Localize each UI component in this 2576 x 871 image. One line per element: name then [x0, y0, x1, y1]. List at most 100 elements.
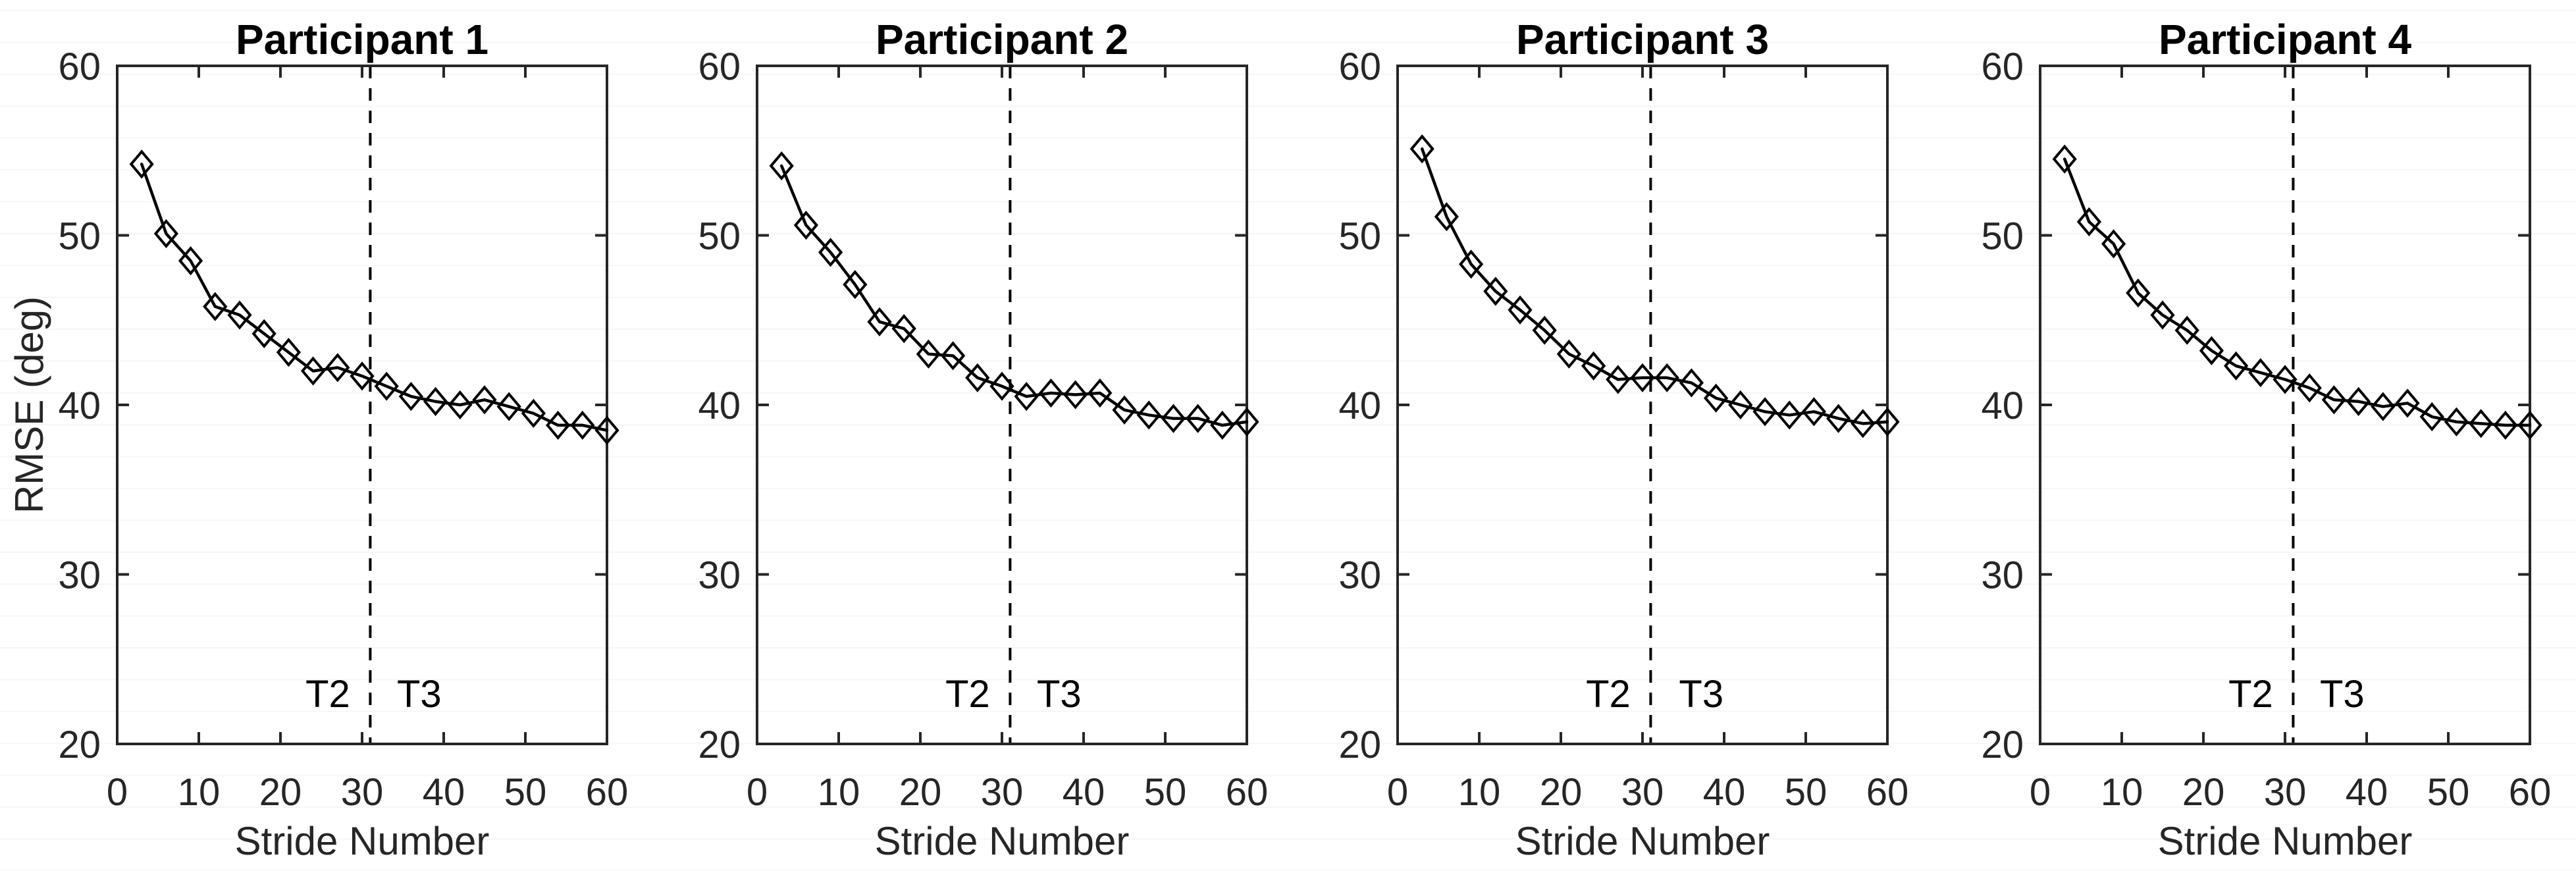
- data-point-marker: [989, 371, 1014, 401]
- data-point-marker: [2444, 407, 2469, 436]
- data-point-marker: [2321, 385, 2347, 415]
- x-tick-label: 60: [2509, 771, 2552, 814]
- data-point-marker: [1014, 382, 1039, 411]
- annotation-t2: T2: [305, 673, 350, 716]
- x-axis-label: Stride Number: [1515, 819, 1770, 863]
- data-point-marker: [940, 341, 966, 371]
- x-tick-label: 60: [586, 771, 629, 814]
- data-point-marker: [594, 415, 619, 445]
- panel-participant-2: 0 10 20 30 40 50 60 20 30 40 50 60 T2 T3 Participant 2…: [698, 16, 1268, 863]
- data-point-marker: [2150, 300, 2175, 330]
- x-tick-label: 60: [1226, 771, 1269, 814]
- x-tick-label: 20: [259, 771, 302, 814]
- data-point-marker: [1038, 378, 1064, 408]
- y-tick-label: 30: [1981, 554, 2024, 597]
- rmse-curve: [1420, 147, 1889, 425]
- y-tick-label: 50: [1981, 215, 2024, 258]
- panel-title: Participant 3: [1516, 16, 1769, 63]
- plot-box: [116, 65, 608, 745]
- data-point-marker: [448, 390, 473, 420]
- x-axis-label: Stride Number: [875, 819, 1130, 863]
- y-tick-label: 20: [58, 724, 101, 766]
- data-point-marker: [1654, 363, 1679, 392]
- data-point-marker: [2468, 409, 2494, 438]
- data-point-marker: [300, 356, 326, 386]
- annotation-t2: T2: [2228, 673, 2273, 716]
- data-point-marker: [843, 270, 868, 300]
- data-point-marker: [1777, 400, 1802, 430]
- data-point-marker: [2101, 229, 2126, 259]
- data-point-marker: [2174, 315, 2199, 345]
- y-tick-label: 50: [698, 215, 741, 258]
- data-point-marker: [1088, 378, 1113, 408]
- x-tick-label: 20: [899, 771, 942, 814]
- y-tick-label: 40: [1981, 384, 2024, 427]
- rmse-curve: [779, 164, 1249, 427]
- y-tick-label: 40: [58, 384, 101, 427]
- data-point-marker: [2223, 351, 2249, 381]
- data-point-marker: [965, 363, 990, 392]
- panel-participant-1: 0 10 20 30 40 50 60 20 30 40 50 60 T2 T3 Participant 1…: [7, 16, 628, 863]
- data-point-marker: [1556, 339, 1582, 369]
- data-point-marker: [1752, 397, 1777, 427]
- data-point-marker: [2419, 402, 2444, 432]
- data-point-marker: [1703, 383, 1729, 413]
- x-tick-label: 40: [2346, 771, 2388, 814]
- x-axis-label: Stride Number: [2158, 819, 2413, 863]
- data-point-marker: [276, 338, 302, 367]
- data-point-marker: [374, 371, 399, 401]
- data-point-marker: [1630, 363, 1655, 392]
- plot-box: [1396, 65, 1889, 745]
- data-point-marker: [325, 353, 350, 383]
- y-tick-label: 20: [698, 724, 741, 766]
- x-tick-label: 40: [1063, 771, 1105, 814]
- data-point-marker: [1851, 409, 1876, 438]
- data-point-marker: [1801, 397, 1827, 427]
- data-point-marker: [1434, 202, 1459, 232]
- y-tick-label: 20: [1338, 724, 1381, 766]
- x-tick-label: 0: [2030, 771, 2051, 814]
- data-point-marker: [1409, 134, 1434, 164]
- x-axis-label: Stride Number: [235, 819, 490, 863]
- rmse-curve: [140, 163, 609, 432]
- x-tick-label: 0: [747, 771, 768, 814]
- data-point-marker: [1185, 404, 1211, 433]
- x-tick-label: 10: [818, 771, 860, 814]
- y-tick-label: 60: [58, 45, 101, 88]
- y-tick-label: 60: [1338, 45, 1381, 88]
- data-point-marker: [203, 292, 228, 321]
- data-point-marker: [496, 392, 521, 421]
- x-tick-label: 50: [2427, 771, 2470, 814]
- y-tick-label: 60: [698, 45, 741, 88]
- annotation-t3: T3: [1679, 673, 1723, 716]
- annotation-t2: T2: [1586, 673, 1631, 716]
- rmse-curve: [2063, 157, 2532, 427]
- data-point-marker: [2395, 388, 2420, 418]
- x-tick-label: 20: [1540, 771, 1583, 814]
- data-point-marker: [793, 210, 819, 240]
- x-tick-label: 60: [1866, 771, 1909, 814]
- data-point-marker: [1679, 368, 1704, 398]
- data-point-marker: [398, 382, 424, 411]
- data-point-marker: [891, 314, 916, 344]
- data-point-marker: [153, 219, 179, 249]
- data-point-marker: [2371, 392, 2396, 421]
- data-point-marker: [129, 149, 154, 179]
- data-point-marker: [2493, 410, 2518, 440]
- data-point-marker: [1508, 295, 1533, 325]
- annotation-t3: T3: [2320, 673, 2365, 716]
- data-point-marker: [178, 246, 203, 276]
- x-tick-label: 40: [423, 771, 465, 814]
- data-point-marker: [1112, 395, 1137, 425]
- data-point-marker: [2199, 336, 2224, 365]
- x-tick-label: 10: [1458, 771, 1501, 814]
- x-tick-label: 50: [504, 771, 547, 814]
- x-tick-label: 0: [1387, 771, 1408, 814]
- annotation-t2: T2: [945, 673, 990, 716]
- data-point-marker: [423, 386, 448, 416]
- data-point-marker: [1063, 380, 1088, 409]
- data-point-marker: [1581, 351, 1606, 381]
- data-point-marker: [350, 361, 375, 391]
